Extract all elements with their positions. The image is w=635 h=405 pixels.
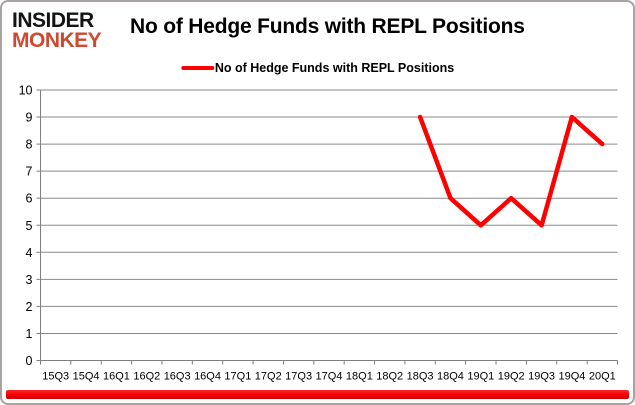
y-tick-label: 7 (26, 165, 33, 179)
x-tick-label: 17Q1 (224, 371, 251, 383)
y-tick-label: 3 (26, 273, 33, 287)
x-tick-label: 18Q2 (376, 371, 403, 383)
x-tick-label: 18Q3 (407, 371, 434, 383)
x-tick-label: 18Q4 (437, 371, 464, 383)
legend-label: No of Hedge Funds with REPL Positions (214, 61, 455, 75)
y-tick-label: 5 (26, 219, 33, 233)
y-tick-label: 0 (26, 354, 33, 368)
x-tick-label: 15Q3 (42, 371, 69, 383)
x-tick-label: 18Q1 (346, 371, 373, 383)
logo-line-monkey: MONKEY (12, 28, 102, 52)
legend-line-swatch (180, 65, 214, 71)
x-tick-label: 17Q2 (255, 371, 282, 383)
y-tick-label: 2 (26, 300, 33, 314)
x-tick-label: 19Q3 (528, 371, 555, 383)
x-tick-label: 17Q3 (285, 371, 312, 383)
x-tick-label: 16Q1 (103, 371, 130, 383)
y-tick-label: 4 (26, 246, 33, 260)
y-tick-label: 9 (26, 111, 33, 125)
x-tick-label: 19Q2 (498, 371, 525, 383)
insider-monkey-logo: INSIDER MONKEY (12, 9, 102, 52)
series-line (417, 114, 605, 228)
y-tick-label: 6 (26, 192, 33, 206)
logo-line-insider: INSIDER (12, 9, 94, 32)
x-tick-label: 16Q2 (133, 371, 160, 383)
x-tick-label: 16Q3 (164, 371, 191, 383)
x-tick-label: 15Q4 (73, 371, 100, 383)
chart-title: No of Hedge Funds with REPL Positions (130, 15, 525, 38)
x-tick-label: 20Q1 (589, 371, 616, 383)
y-tick-label: 10 (19, 84, 33, 98)
x-tick-label: 19Q1 (467, 371, 494, 383)
x-tick-label: 19Q4 (558, 371, 585, 383)
y-tick-label: 1 (26, 327, 33, 341)
x-tick-label: 17Q4 (316, 371, 343, 383)
legend: No of Hedge Funds with REPL Positions (180, 61, 455, 75)
footer-accent-bar (6, 390, 629, 399)
x-tick-label: 16Q4 (194, 371, 221, 383)
y-tick-label: 8 (26, 138, 33, 152)
